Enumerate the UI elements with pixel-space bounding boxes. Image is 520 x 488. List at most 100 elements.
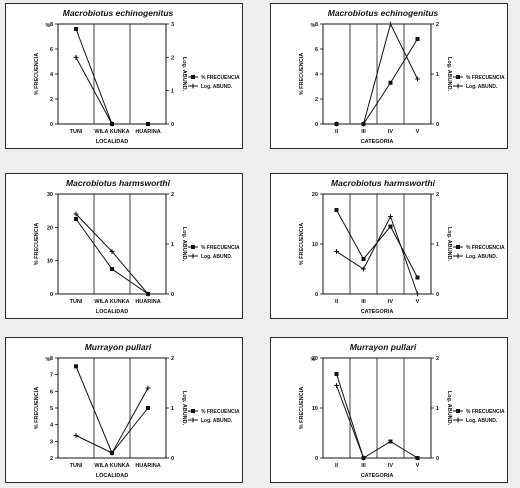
y-tick-label: 2 [50,97,53,103]
data-point [361,266,366,272]
data-point [74,217,78,221]
legend-marker [455,83,461,89]
data-point [388,214,393,219]
chart-title: Macrobiotus echinogenitus [328,8,439,18]
data-point [334,208,339,212]
y2-tick-label: 2 [171,192,174,198]
y-tick-label: 2 [50,456,53,462]
data-point [415,456,420,460]
data-point [73,211,79,217]
x-axis-label: LOCALIDAD [96,309,128,315]
legend-marker [190,83,196,89]
series-log-abund [73,211,151,297]
series-log-abund [334,214,420,297]
chart-title: Murrayon pullari [85,342,152,352]
legend-marker [191,409,195,413]
y-tick-label: 5 [50,406,53,412]
chart-svg: Murrayon pullari 0 10 20 0 1 2% % FRECUENCIA Log… [299,342,505,479]
y-axis-label: % FRECUENCIA [34,387,40,430]
y-axis-unit: % [311,23,316,29]
x-tick-label-huarina: HUARINA [135,129,160,135]
legend-label: % FRECUENCIA [201,245,240,251]
legend-label: % FRECUENCIA [466,245,505,251]
legend-label: Log. ABUND. [201,254,233,260]
data-point [415,37,420,41]
data-point [145,291,151,297]
y-tick-label: 4 [50,423,54,429]
series-line [336,373,418,459]
legend-marker [455,253,461,259]
y2-tick-label: 0 [171,456,174,462]
data-point [74,364,78,369]
y-tick-label: 0 [315,456,318,462]
y-tick-label: 2 [315,97,318,103]
chart-panel-6: Murrayon pullari 0 10 20 0 1 2% % FRECUENCIA Log… [270,337,508,483]
x-tick-label-wila-kunka: WILA KUNKA [94,129,129,135]
x-tick-label-iv: IV [388,463,394,469]
chart-svg: Macrobiotus echinogenitus 0 2 4 6 8 0 1 2 3% % FRE… [34,8,240,145]
series-line [75,366,149,454]
chart-svg: Macrobiotus harmsworthi 0 10 20 0 1 2 % FRECUEN… [299,178,505,315]
legend-label: % FRECUENCIA [201,409,240,415]
chart-panel-5: Murrayon pullari 2 3 4 5 6 7 8 0 1 2% % FRECUENCIA L… [5,337,243,483]
legend-marker [456,409,460,413]
x-tick-label-wila-kunka: WILA KUNKA [94,463,129,469]
data-point [146,122,150,126]
plot-frame [57,23,167,125]
x-tick-label-iii: III [361,129,366,135]
y2-tick-label: 0 [436,292,439,298]
y2-tick-label: 2 [436,192,439,198]
x-tick-label-tuni: TUNI [70,463,83,469]
y2-axis-label: Log. ABUND. [446,57,452,92]
y2-tick-label: 2 [171,356,174,362]
data-point [388,21,393,27]
y-axis-label: % FRECUENCIA [299,53,305,96]
y-axis-label: % FRECUENCIA [299,387,305,430]
legend-marker [191,245,195,249]
data-point [109,249,115,254]
x-tick-label-iii: III [361,463,366,469]
data-point [361,455,366,461]
y2-axis-label: Log. ABUND. [181,391,187,426]
chart-svg: Murrayon pullari 2 3 4 5 6 7 8 0 1 2% % FRECUENCIA L… [34,342,240,479]
y-tick-label: 10 [47,259,53,265]
data-point [415,275,420,280]
legend-label: % FRECUENCIA [466,75,505,81]
data-point [361,121,366,127]
y2-tick-label: 2 [171,55,174,61]
y2-axis-label: Log. ABUND. [181,227,187,262]
y2-tick-label: 1 [436,72,439,78]
x-tick-label-ii: II [335,299,339,305]
y-axis-label: % FRECUENCIA [299,223,305,266]
data-point [388,80,393,85]
series-line [75,387,149,454]
y-tick-label: 0 [315,292,318,298]
x-tick-label-iv: IV [388,299,394,305]
x-axis-label: CATEGORIA [361,309,394,315]
x-tick-label-tuni: TUNI [70,129,83,135]
y2-tick-label: 3 [171,22,174,28]
y2-tick-label: 0 [436,122,439,128]
data-point [415,291,420,297]
series-log-abund [334,383,366,461]
y2-axis-label: Log. ABUND. [446,227,452,262]
series-line [336,22,418,125]
legend-label: % FRECUENCIA [201,75,240,81]
plot-frame [57,193,167,295]
x-axis-label: LOCALIDAD [96,139,128,145]
x-axis-label: CATEGORIA [361,139,394,145]
legend-marker [191,75,195,79]
data-point [415,76,420,82]
chart-title: Murrayon pullari [350,342,417,352]
y2-axis-label: Log. ABUND. [181,57,187,92]
y-axis-unit: % [46,23,51,29]
y-tick-label: 10 [312,242,318,248]
x-tick-label-tuni: TUNI [70,299,83,305]
chart-title: Macrobiotus harmsworthi [66,178,171,188]
data-point [74,27,78,31]
y-tick-label: 8 [50,356,53,362]
data-point [334,383,339,388]
legend-label: Log. ABUND. [466,254,498,260]
y-tick-label: 10 [312,406,318,412]
